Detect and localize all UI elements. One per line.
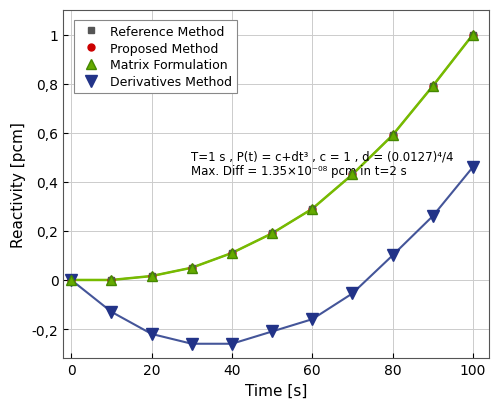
Derivatives Method <box>309 317 315 322</box>
Proposed Method <box>189 265 195 270</box>
Matrix Formulation <box>470 33 476 38</box>
Derivatives Method <box>350 291 356 296</box>
Matrix Formulation <box>350 173 356 178</box>
Matrix Formulation <box>269 231 275 236</box>
Line: Matrix Formulation: Matrix Formulation <box>66 31 478 285</box>
Reference Method <box>108 278 114 283</box>
X-axis label: Time [s]: Time [s] <box>245 383 308 398</box>
Text: T=1 s , P(t) = c+dt³ , c = 1 , d = (0.0127)⁴/4
Max. Diff = 1.35×10⁻⁰⁸ pcm in t=2: T=1 s , P(t) = c+dt³ , c = 1 , d = (0.01… <box>191 150 454 178</box>
Reference Method <box>309 207 315 212</box>
Matrix Formulation <box>189 265 195 270</box>
Matrix Formulation <box>68 278 74 283</box>
Reference Method <box>269 231 275 236</box>
Derivatives Method <box>430 214 436 219</box>
Derivatives Method <box>148 332 154 337</box>
Matrix Formulation <box>390 133 396 138</box>
Matrix Formulation <box>229 251 235 256</box>
Derivatives Method <box>108 310 114 315</box>
Proposed Method <box>430 85 436 90</box>
Proposed Method <box>148 274 154 279</box>
Proposed Method <box>350 173 356 178</box>
Derivatives Method <box>470 165 476 170</box>
Derivatives Method <box>390 253 396 258</box>
Line: Reference Method: Reference Method <box>68 32 476 284</box>
Proposed Method <box>269 231 275 236</box>
Reference Method <box>350 173 356 178</box>
Matrix Formulation <box>148 274 154 279</box>
Matrix Formulation <box>108 278 114 283</box>
Reference Method <box>189 265 195 270</box>
Derivatives Method <box>68 278 74 283</box>
Reference Method <box>430 85 436 90</box>
Legend: Reference Method, Proposed Method, Matrix Formulation, Derivatives Method: Reference Method, Proposed Method, Matri… <box>74 21 237 94</box>
Line: Derivatives Method: Derivatives Method <box>66 162 478 349</box>
Proposed Method <box>108 278 114 283</box>
Line: Proposed Method: Proposed Method <box>68 32 476 284</box>
Proposed Method <box>229 251 235 256</box>
Derivatives Method <box>229 342 235 346</box>
Proposed Method <box>470 33 476 38</box>
Proposed Method <box>390 133 396 138</box>
Reference Method <box>68 278 74 283</box>
Derivatives Method <box>269 329 275 334</box>
Proposed Method <box>68 278 74 283</box>
Matrix Formulation <box>430 85 436 90</box>
Reference Method <box>390 133 396 138</box>
Reference Method <box>229 251 235 256</box>
Reference Method <box>148 274 154 279</box>
Proposed Method <box>309 207 315 212</box>
Matrix Formulation <box>309 207 315 212</box>
Reference Method <box>470 33 476 38</box>
Derivatives Method <box>189 342 195 346</box>
Y-axis label: Reactivity [pcm]: Reactivity [pcm] <box>11 122 26 247</box>
